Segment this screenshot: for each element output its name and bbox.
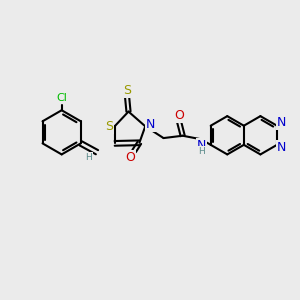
Text: Cl: Cl — [56, 94, 67, 103]
Text: S: S — [105, 120, 113, 133]
Text: N: N — [197, 139, 206, 152]
Text: S: S — [123, 85, 131, 98]
Text: N: N — [277, 141, 286, 154]
Text: H: H — [85, 153, 92, 162]
Text: O: O — [125, 151, 135, 164]
Text: H: H — [198, 147, 205, 156]
Text: O: O — [174, 110, 184, 122]
Text: N: N — [277, 116, 286, 129]
Text: N: N — [146, 118, 155, 131]
